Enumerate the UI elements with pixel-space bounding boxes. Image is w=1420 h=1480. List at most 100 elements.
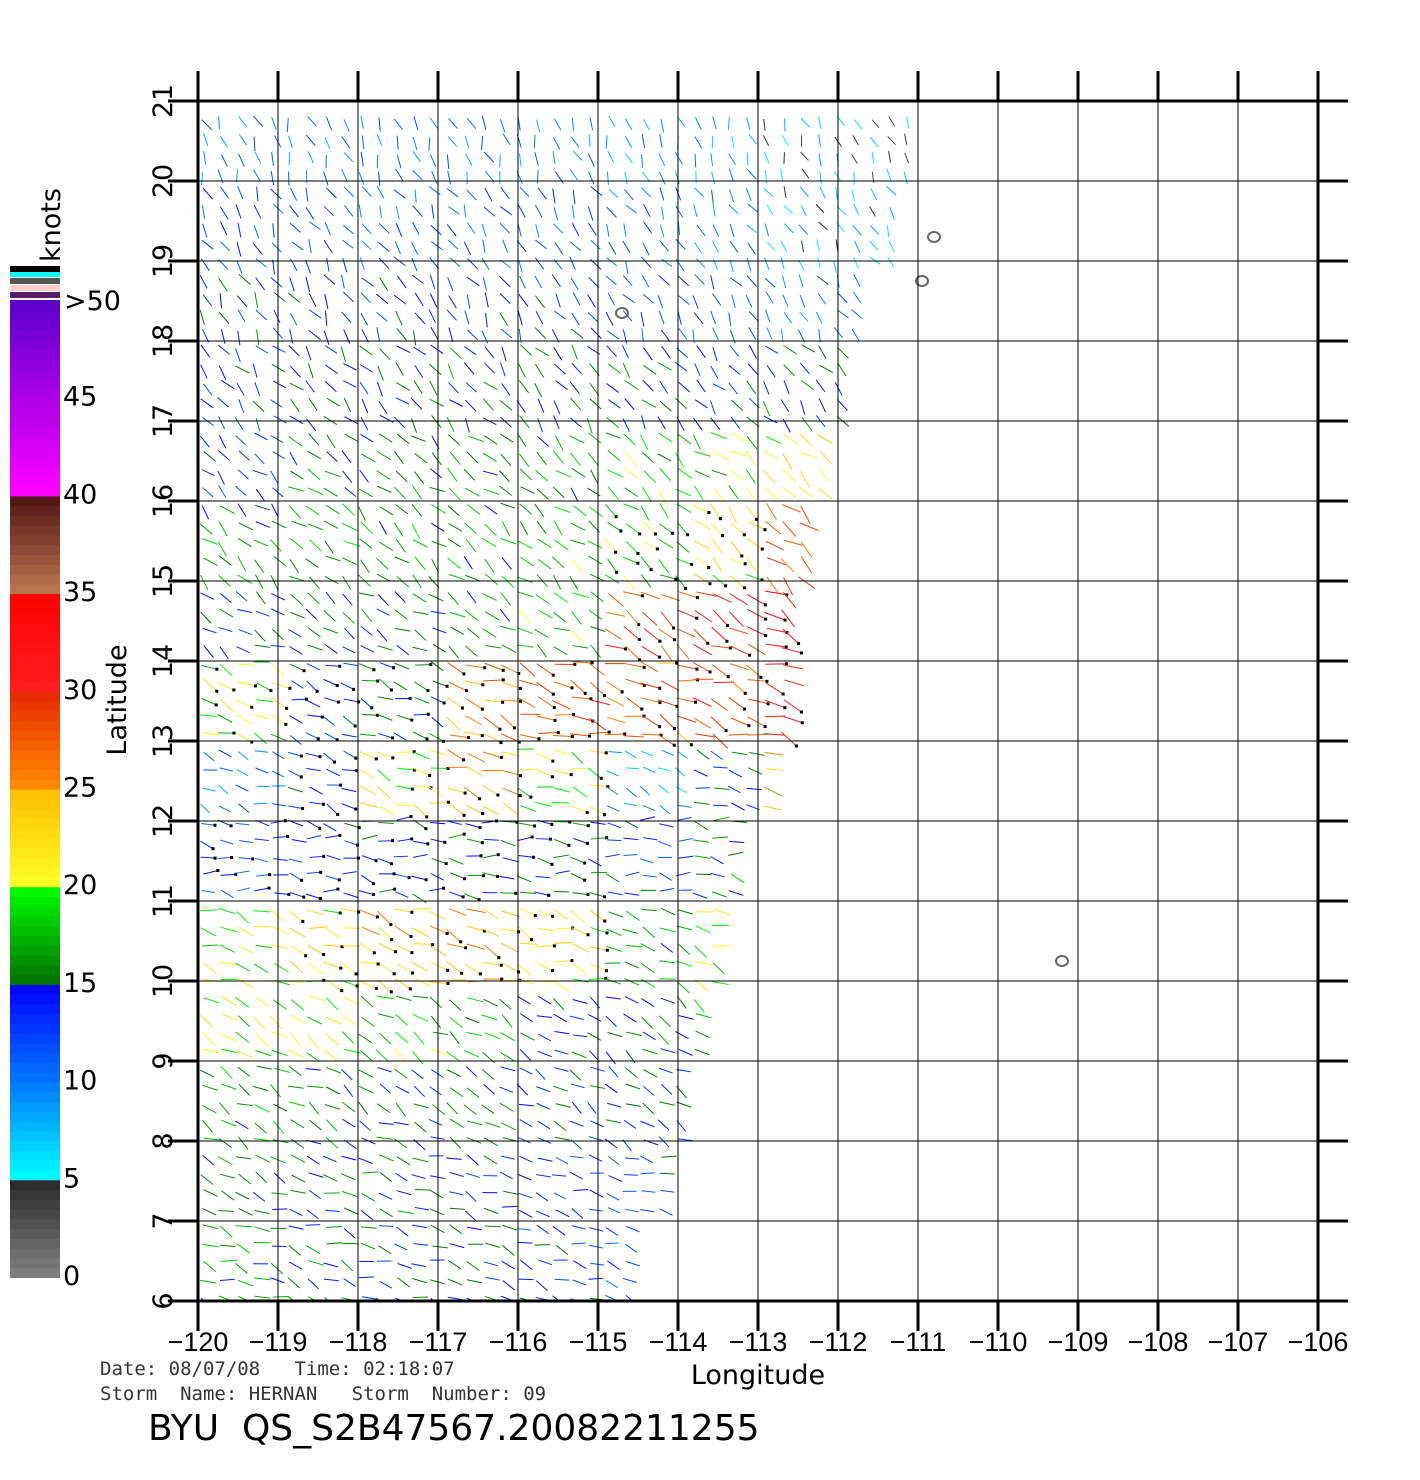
rain-flag-marker — [781, 692, 785, 696]
wind-vector — [801, 344, 816, 353]
colorbar-segment — [10, 554, 60, 565]
wind-vector — [658, 539, 674, 549]
rain-flag-marker — [253, 684, 257, 688]
wind-vector — [590, 1120, 604, 1128]
wind-vector — [201, 205, 206, 219]
rain-flag-marker — [547, 893, 551, 897]
wind-vector — [534, 152, 539, 166]
wind-vector — [502, 787, 521, 797]
wind-vector — [202, 1224, 219, 1230]
rain-flag-marker — [316, 737, 320, 741]
wind-vector — [395, 222, 403, 237]
wind-vector — [485, 312, 488, 328]
wind-vector — [712, 836, 729, 839]
rain-flag-marker — [500, 977, 504, 981]
wind-vector — [730, 523, 745, 536]
wind-vector — [235, 1191, 250, 1200]
island-contour — [915, 275, 929, 287]
rain-flag-marker — [551, 759, 555, 763]
wind-vector — [693, 769, 708, 777]
wind-vector — [429, 257, 439, 270]
wind-vector — [675, 362, 688, 372]
wind-vector — [255, 309, 267, 321]
wind-vector — [536, 1102, 551, 1110]
wind-vector — [323, 1174, 338, 1182]
wind-vector — [643, 766, 656, 774]
rain-flag-marker — [695, 667, 699, 671]
rain-flag-marker — [425, 815, 429, 819]
wind-vector — [606, 1192, 620, 1201]
rain-flag-marker — [480, 734, 484, 738]
wind-vector — [394, 1068, 408, 1079]
wind-vector — [815, 311, 823, 324]
wind-vector — [359, 1120, 371, 1132]
wind-vector — [446, 154, 450, 169]
wind-vector — [569, 733, 590, 737]
wind-vector — [429, 1086, 442, 1096]
wind-vector — [607, 486, 620, 500]
colorbar-segment — [10, 954, 60, 966]
rain-flag-marker — [480, 841, 484, 845]
wind-vector — [288, 1261, 303, 1270]
wind-vector — [483, 1137, 498, 1147]
colorbar-segment — [10, 1189, 60, 1200]
wind-vector — [571, 222, 580, 237]
wind-vector — [429, 274, 436, 289]
wind-vector — [640, 943, 656, 952]
colorbar-segment — [10, 710, 60, 722]
wind-vector — [624, 892, 640, 896]
wind-vector — [290, 470, 304, 480]
wind-vector — [397, 963, 413, 974]
wind-vector — [659, 400, 672, 412]
wind-vector — [272, 380, 287, 389]
wind-vector — [554, 1067, 569, 1072]
wind-vector — [854, 240, 861, 254]
wind-vector — [500, 502, 516, 509]
wind-vector — [287, 1277, 301, 1289]
wind-vector — [466, 838, 483, 844]
wind-vector — [800, 400, 806, 415]
wind-vector — [501, 557, 512, 570]
wind-vector — [376, 133, 383, 147]
wind-vector — [502, 133, 511, 146]
wind-vector — [783, 205, 794, 214]
wind-vector — [606, 223, 610, 238]
rain-flag-marker — [318, 826, 322, 830]
wind-vector — [642, 1048, 658, 1055]
rain-flag-marker — [301, 919, 305, 923]
colorbar-segment — [10, 1130, 60, 1142]
wind-vector — [467, 329, 479, 341]
rain-flag-marker — [357, 826, 361, 830]
wind-vector — [360, 802, 379, 809]
wind-vector — [430, 749, 447, 756]
wind-vector — [199, 523, 213, 535]
wind-vector — [692, 295, 699, 309]
wind-vector — [518, 1209, 533, 1218]
wind-vector — [798, 576, 816, 589]
wind-vector — [625, 787, 638, 798]
wind-vector — [465, 1066, 478, 1077]
rain-flag-marker — [726, 675, 730, 679]
wind-vector — [484, 662, 504, 671]
wind-vector — [358, 1069, 374, 1078]
wind-vector — [254, 1104, 270, 1113]
rain-flag-marker — [371, 893, 375, 897]
wind-vector — [200, 714, 217, 717]
wind-vector — [678, 838, 693, 842]
wind-vector — [429, 996, 443, 1009]
rain-flag-marker — [653, 532, 657, 536]
wind-vector — [764, 277, 776, 288]
wind-vector — [572, 786, 588, 798]
wind-vector — [464, 135, 470, 149]
wind-vector — [307, 644, 323, 651]
wind-vector — [305, 1224, 321, 1226]
wind-vector — [606, 171, 609, 185]
wind-vector — [536, 452, 547, 466]
wind-vector — [203, 557, 218, 567]
wind-vector — [608, 751, 622, 754]
wind-vector — [800, 204, 807, 217]
wind-vector — [782, 275, 787, 289]
wind-vector — [588, 432, 602, 444]
wind-vector — [379, 888, 395, 893]
wind-vector — [570, 241, 582, 252]
